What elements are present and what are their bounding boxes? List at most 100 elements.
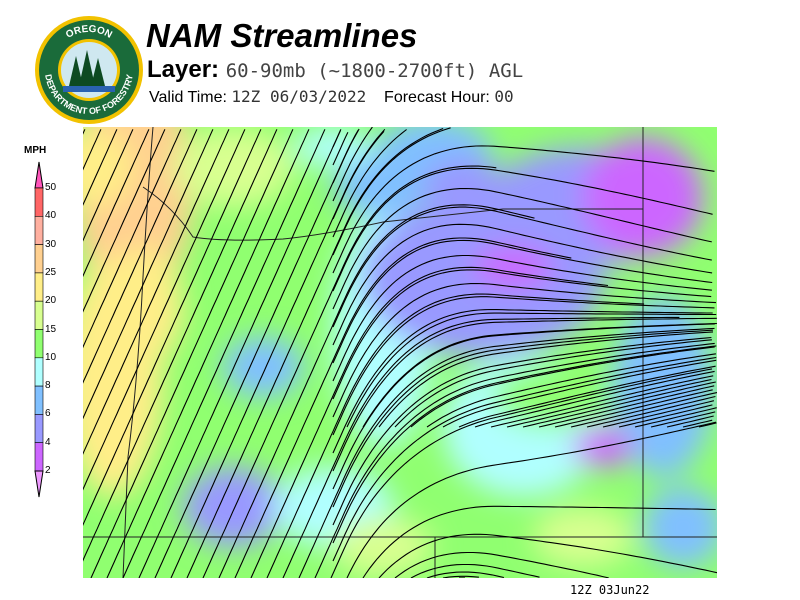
streamline [106,129,310,578]
streamline [218,204,535,578]
streamline [83,129,182,349]
streamline [282,316,680,578]
legend-label: 10 [45,351,57,363]
streamline [234,237,572,578]
streamline [394,339,712,428]
valid-label: Valid Time: [149,89,227,106]
streamline [332,239,713,364]
streamline [332,131,349,166]
streamline [154,129,359,578]
wind-speed-region [173,127,293,207]
forecast-value: 00 [494,87,514,106]
streamline [332,145,715,274]
streamline [266,293,645,578]
valid-time-info: Valid Time: 12Z 06/03/2022 Forecast Hour… [149,87,514,107]
wind-speed-region [333,517,433,577]
legend-swatch [34,244,44,274]
streamline [332,317,717,472]
legend-label: 30 [45,238,57,250]
streamline [410,346,715,428]
streamline [332,308,713,454]
streamline [332,356,717,562]
legend-label: 50 [45,182,57,193]
legend-swatch [34,357,44,387]
streamline [650,411,716,428]
legend-label: 2 [45,465,51,476]
streamline [332,129,407,238]
streamline [332,254,712,382]
streamline [332,127,451,256]
streamline [346,312,717,428]
streamline [666,415,714,428]
streamline [602,400,715,428]
footer-timestamp: 12Z 03Jun22 [570,583,650,597]
legend-label: 25 [45,266,57,278]
streamline [83,129,262,527]
streamline [122,129,326,578]
streamline [332,223,713,346]
wind-speed-region [103,247,183,367]
streamline [332,206,712,328]
legend-swatch [34,187,44,217]
legend-label: 8 [45,380,51,392]
streamline [554,389,713,428]
streamline [442,359,717,428]
svg-text:OREGON: OREGON [64,24,114,41]
streamline [586,395,716,428]
streamline [83,129,214,420]
streamline [410,563,540,578]
streamline [362,505,716,578]
legend-label: 40 [45,210,57,222]
streamline [332,130,341,148]
streamline [490,375,714,428]
wind-speed-region [643,487,717,567]
wind-speed-region [183,467,283,547]
legend-swatch [34,329,44,359]
streamline [618,404,713,428]
wind-speed-region [83,127,133,207]
streamline [522,381,716,428]
streamline [332,336,712,526]
legend-swatch [34,414,44,443]
streamline [332,323,715,490]
legend-label: 4 [45,436,51,448]
legend-swatch [34,272,44,302]
legend-unit: MPH [24,145,47,156]
streamline [202,165,497,578]
streamline [314,342,715,578]
odf-logo: OREGON DEPARTMENT OF FORESTRY [35,16,143,124]
streamline [332,127,373,202]
streamline [332,269,712,400]
streamline [538,385,715,428]
streamline [298,327,715,578]
streamline [83,129,118,206]
layer-value: 60-90mb (~1800-2700ft) AGL [225,60,524,82]
streamline [332,345,717,544]
wind-speed-region [473,247,553,287]
streamline [570,391,717,428]
streamline [83,129,150,278]
streamline [426,353,716,428]
streamline [83,129,198,384]
streamline [394,551,609,578]
wind-map[interactable] [83,127,717,578]
streamline [682,419,713,428]
streamline [332,187,712,310]
map-title: NAM Streamlines [146,17,418,54]
streamlines [83,127,717,578]
legend-swatch [34,442,44,472]
streamline [90,129,294,578]
legend-swatch [34,385,44,415]
streamline [83,129,278,562]
streamline [506,378,712,428]
streamline [83,129,230,455]
legend-label: 20 [45,295,57,307]
streamline [378,533,717,578]
streamline [83,129,166,313]
streamline [332,128,360,184]
color-legend [34,161,44,498]
legend-swatch [34,215,44,245]
layer-label: Layer: [147,56,220,83]
legend-under-arrow [34,470,44,498]
